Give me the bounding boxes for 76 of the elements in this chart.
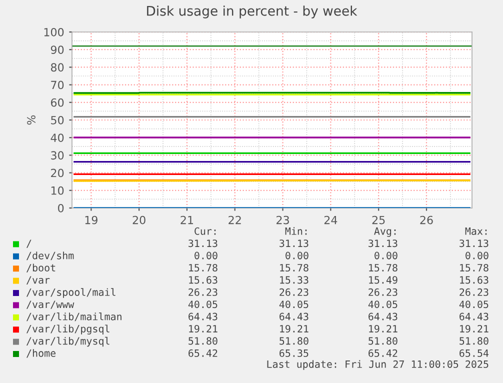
y-tick-label: 90 (50, 46, 64, 54)
text: 51.80 (460, 337, 488, 345)
text: 0.00 (466, 252, 488, 260)
text: 51.80 (280, 337, 308, 345)
text: 31.13 (460, 240, 488, 248)
text: 31.13 (280, 240, 308, 248)
x-tick-label: 19 (85, 216, 98, 224)
x-tick-label: 22 (228, 216, 241, 224)
text: 40.05 (279, 300, 308, 308)
text: 64.43 (460, 312, 488, 320)
text: 19.21 (369, 324, 398, 333)
legend-label: /var/lib/mysql (26, 336, 110, 347)
legend-label: /var/spool/mail (26, 288, 116, 298)
y-tick-label: 0 (58, 204, 64, 212)
text: 19.21 (189, 324, 218, 333)
text: 64.43 (280, 312, 308, 320)
y-tick-label: 50 (51, 116, 64, 124)
text: 26.23 (188, 288, 218, 296)
y-tick-label: 60 (51, 98, 64, 107)
text: 64.43 (368, 312, 398, 320)
text: 15.49 (369, 276, 398, 284)
text: 0.00 (286, 252, 308, 260)
x-tick-label: 26 (420, 216, 433, 224)
text: 65.35 (280, 349, 308, 357)
legend-label: / (26, 240, 32, 248)
text: 65.54 (460, 349, 489, 357)
legend-label: /var (26, 276, 50, 285)
text: 65.42 (188, 349, 218, 357)
legend-label: /var/lib/mailman (26, 312, 122, 322)
text: 19.21 (460, 324, 488, 333)
y-tick-label: 80 (50, 63, 64, 72)
text: 64.43 (188, 312, 218, 320)
legend-label: /dev/shm (26, 252, 74, 260)
x-tick-label: 23 (276, 216, 289, 224)
text: 15.78 (460, 264, 488, 272)
x-tick-label: 21 (180, 216, 194, 224)
text: Max: (465, 227, 487, 235)
legend-label: /var/www (26, 300, 74, 309)
x-tick-label: 20 (132, 216, 146, 224)
text: 19.21 (280, 324, 308, 333)
text: 26.23 (368, 288, 398, 296)
text: 15.78 (280, 264, 308, 272)
text: 0.00 (374, 252, 398, 260)
y-tick-label: 40 (50, 134, 64, 142)
text: 26.23 (460, 288, 488, 296)
chart-title: Disk usage in percent - by week (147, 6, 358, 18)
x-tick-label: 25 (372, 216, 385, 224)
text: 31.13 (188, 240, 218, 248)
text: 15.78 (369, 264, 398, 272)
legend-label: /var/lib/pgsql (26, 324, 110, 334)
legend-label: /boot (26, 264, 56, 272)
text: 40.05 (368, 300, 398, 308)
text: 51.80 (368, 337, 398, 345)
text: Avg: (374, 227, 396, 237)
y-tick-label: 10 (51, 186, 64, 195)
text: Cur: (194, 227, 216, 235)
text: 0.00 (194, 252, 218, 260)
y-axis-title: % (27, 115, 36, 125)
y-tick-label: 70 (51, 80, 64, 90)
text: 15.63 (460, 276, 488, 284)
text: Min: (285, 227, 307, 235)
y-tick-label: 100 (44, 28, 64, 36)
text: 40.05 (188, 300, 218, 308)
text: 26.23 (280, 288, 308, 296)
y-tick-label: 30 (51, 151, 64, 160)
legend-label: /home (26, 349, 56, 358)
y-tick-label: 20 (51, 168, 64, 178)
text: Last update: Fri Jun 27 11:00:05 2025 (267, 360, 488, 370)
text: 51.80 (188, 337, 218, 345)
text: 15.33 (280, 276, 308, 284)
text: 65.42 (368, 349, 398, 357)
text: 15.63 (189, 276, 218, 284)
text: 40.05 (459, 300, 488, 308)
text: 15.78 (189, 264, 218, 272)
x-tick-label: 24 (324, 216, 338, 224)
text: 31.13 (368, 240, 398, 248)
